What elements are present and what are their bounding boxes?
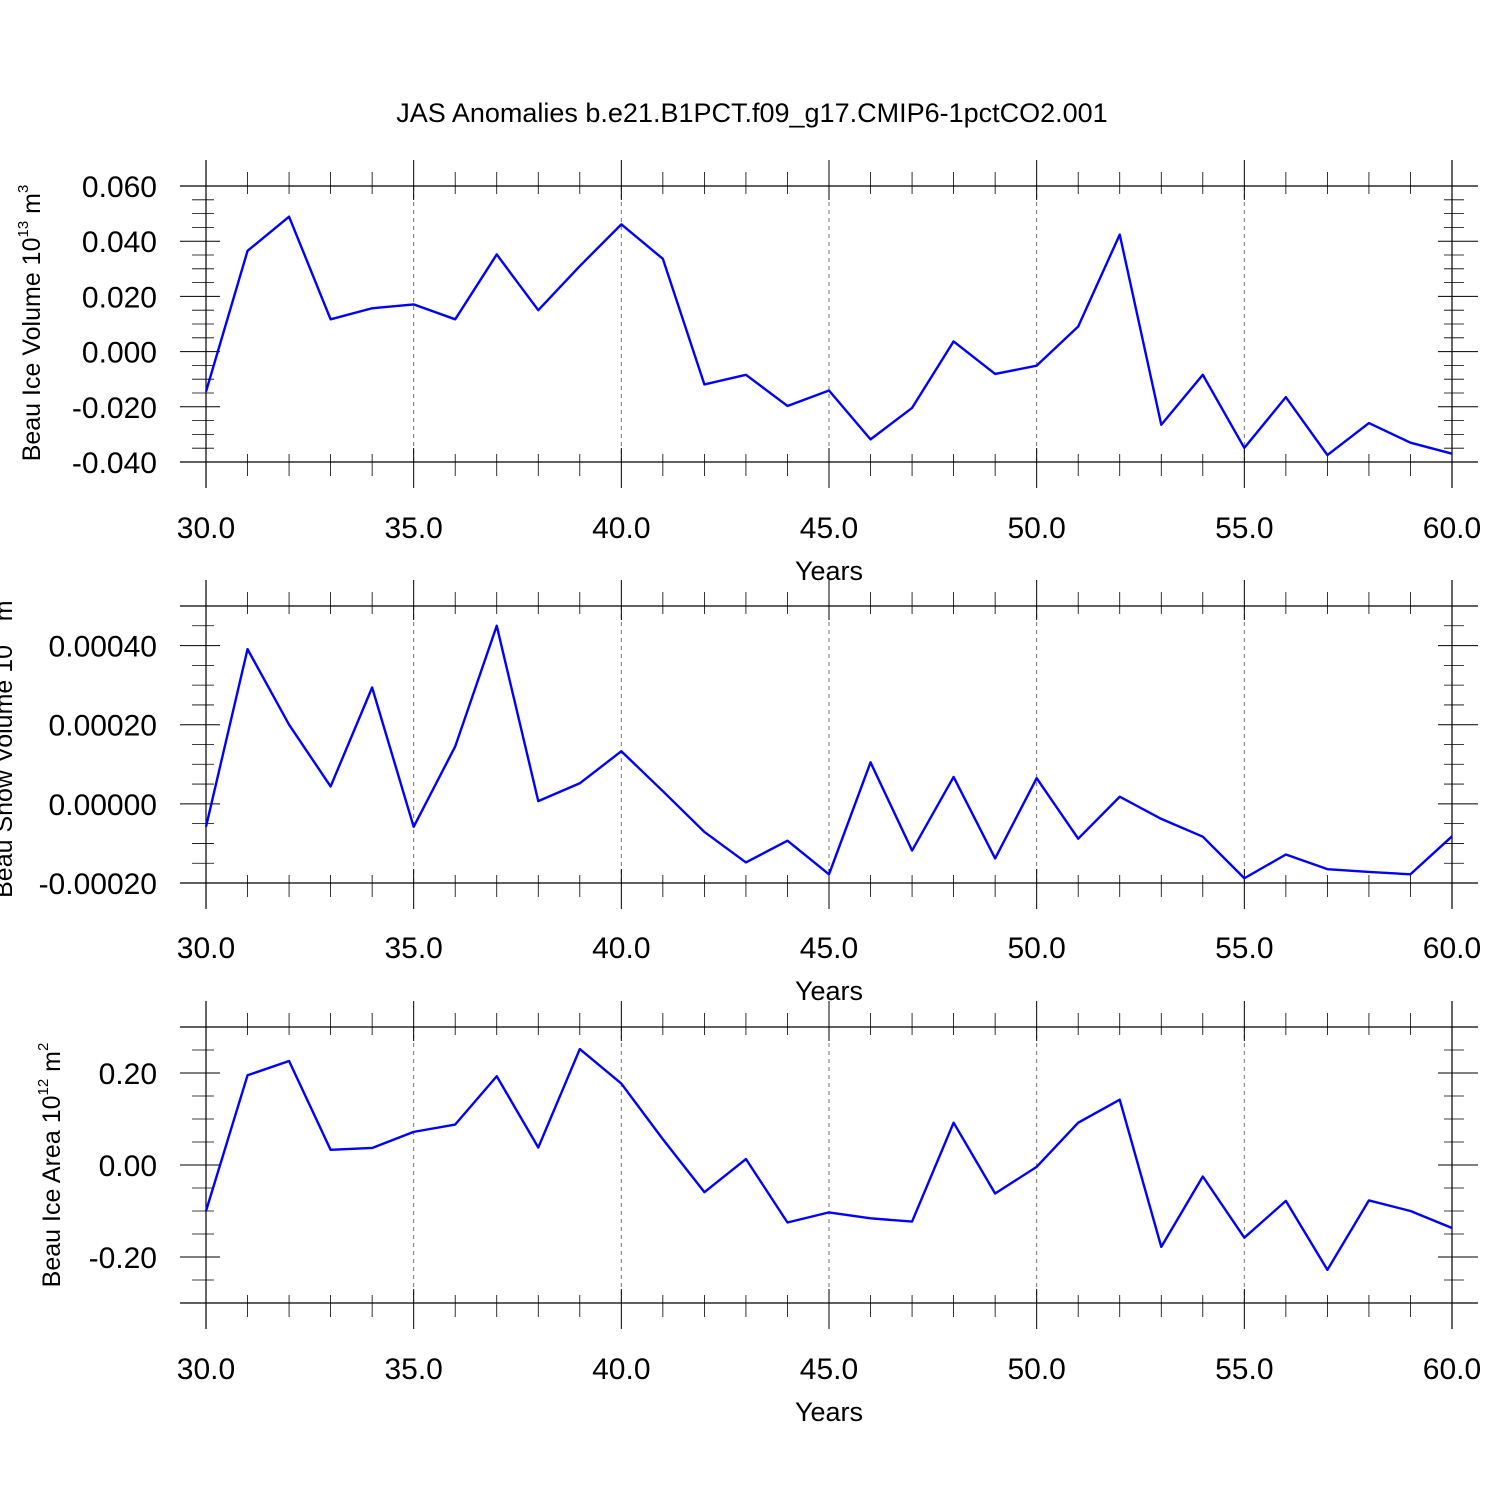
y-tick-label: 0.00040 xyxy=(49,631,157,664)
x-tick-label: 45.0 xyxy=(800,512,858,545)
x-tick-label: 35.0 xyxy=(384,1353,442,1386)
chart-title: JAS Anomalies b.e21.B1PCT.f09_g17.CMIP6-… xyxy=(396,98,1107,128)
y-tick-label: 0.040 xyxy=(82,226,157,259)
x-tick-label: 55.0 xyxy=(1215,512,1273,545)
x-tick-label: 60.0 xyxy=(1423,1353,1481,1386)
y-axis-label: Beau Ice Volume 1013 m3 xyxy=(15,185,46,462)
data-line xyxy=(204,624,1453,880)
x-tick-label: 55.0 xyxy=(1215,1353,1273,1386)
y-tick-label: -0.00020 xyxy=(39,868,157,901)
x-tick-label: 40.0 xyxy=(592,1353,650,1386)
data-line xyxy=(204,215,1453,457)
y-axis-label: Beau Snow Volume 1013 m3 xyxy=(0,592,18,898)
panel-area: 30.0 35.0 40.0 45.0 50.0 55.0 60.0 -0.20 0.00 0.2… xyxy=(35,1001,1481,1427)
y-tick-label: 0.00000 xyxy=(49,789,157,822)
x-tick-label: 30.0 xyxy=(177,1353,235,1386)
x-tick-label: 50.0 xyxy=(1007,512,1065,545)
y-tick-label: 0.20 xyxy=(99,1058,157,1091)
data-line xyxy=(204,1047,1453,1272)
y-tick-label: 0.000 xyxy=(82,337,157,370)
y-tick-label: -0.040 xyxy=(72,447,157,480)
x-tick-label: 30.0 xyxy=(177,932,235,965)
y-tick-label: 0.060 xyxy=(82,171,157,204)
x-tick-label: 50.0 xyxy=(1007,932,1065,965)
x-tick-label: 45.0 xyxy=(800,1353,858,1386)
x-tick-label: 40.0 xyxy=(592,932,650,965)
x-tick-label: 30.0 xyxy=(177,512,235,545)
x-tick-label: 35.0 xyxy=(384,512,442,545)
y-tick-label: 0.020 xyxy=(82,281,157,314)
y-axis-label: Beau Ice Area 1012 m2 xyxy=(35,1043,66,1288)
y-tick-label: -0.020 xyxy=(72,392,157,425)
x-tick-label: 55.0 xyxy=(1215,932,1273,965)
x-tick-label: 60.0 xyxy=(1423,932,1481,965)
y-tick-label: 0.00020 xyxy=(49,710,157,743)
x-tick-label: 45.0 xyxy=(800,932,858,965)
panel-volume: 30.0 35.0 40.0 45.0 50.0 55.0 60.0 -0.040 -0.020… xyxy=(15,160,1481,586)
x-axis-label: Years xyxy=(795,1397,863,1427)
x-tick-label: 40.0 xyxy=(592,512,650,545)
x-tick-label: 60.0 xyxy=(1423,512,1481,545)
x-tick-label: 35.0 xyxy=(384,932,442,965)
y-tick-label: -0.20 xyxy=(89,1242,157,1275)
x-tick-label: 50.0 xyxy=(1007,1353,1065,1386)
y-tick-label: 0.00 xyxy=(99,1150,157,1183)
panel-snow: 30.0 35.0 40.0 45.0 50.0 55.0 60.0 -0.00020 0.00… xyxy=(0,580,1481,1006)
